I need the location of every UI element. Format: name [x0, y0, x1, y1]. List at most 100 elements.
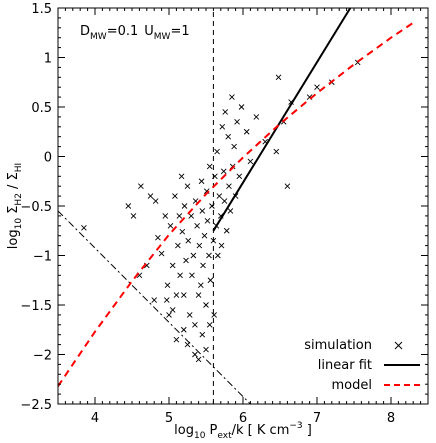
data-point — [206, 321, 213, 328]
data-point — [176, 213, 183, 219]
data-point — [173, 336, 180, 343]
data-point — [207, 277, 214, 284]
series-line-linear-fit — [212, 8, 352, 232]
annotation-u-sub: MW — [154, 32, 171, 42]
data-point — [180, 292, 187, 298]
data-point — [186, 312, 193, 318]
data-point — [284, 183, 291, 190]
data-point — [199, 208, 206, 214]
data-point — [216, 193, 223, 199]
data-point — [190, 252, 197, 259]
data-point — [185, 237, 192, 244]
data-point — [211, 312, 217, 318]
data-point — [220, 168, 227, 175]
data-point — [198, 178, 205, 185]
y-tick-label: 0 — [44, 151, 52, 166]
data-point — [200, 262, 206, 269]
data-point — [178, 173, 185, 180]
data-point — [152, 198, 159, 204]
data-point — [275, 74, 282, 81]
y-tick-label: −0.5 — [20, 200, 52, 215]
data-point — [210, 237, 217, 244]
y-tick-label: −2.5 — [20, 398, 52, 413]
y-tick-label: −1.5 — [20, 299, 52, 314]
data-point — [203, 302, 209, 308]
data-point — [196, 242, 203, 249]
y-tick-label: −1 — [33, 250, 52, 265]
data-point — [273, 148, 280, 155]
data-point — [195, 292, 202, 298]
data-point — [189, 272, 195, 279]
data-point — [172, 193, 178, 199]
data-point — [179, 228, 186, 235]
data-point — [192, 351, 198, 358]
legend-label-linear-fit: linear fit — [318, 358, 372, 373]
data-point — [198, 282, 204, 289]
data-point — [221, 198, 228, 204]
data-point — [231, 143, 237, 150]
data-point — [175, 242, 181, 249]
legend-label-simulation: simulation — [304, 338, 372, 353]
data-point — [169, 262, 176, 269]
y-tick-label: −2 — [33, 349, 52, 364]
data-point — [184, 341, 191, 348]
y-tick-label: 1.5 — [31, 2, 52, 17]
data-point — [206, 252, 212, 259]
x-tick-label: 4 — [91, 411, 99, 426]
data-point — [229, 94, 235, 100]
data-point — [201, 232, 208, 239]
y-axis-label: log10 ΣH2 / ΣHI — [6, 163, 24, 249]
data-point — [184, 183, 191, 190]
data-point — [214, 148, 220, 155]
data-point — [81, 224, 87, 231]
data-point — [167, 222, 174, 229]
y-tick-label: 1 — [44, 52, 52, 67]
data-point — [138, 183, 144, 190]
data-point — [199, 331, 206, 338]
legend-label-model: model — [332, 378, 372, 393]
x-tick-label: 6 — [239, 411, 247, 426]
data-point — [155, 234, 161, 241]
data-point — [164, 282, 171, 289]
data-point — [247, 158, 254, 165]
data-point — [204, 218, 211, 224]
data-point — [151, 297, 158, 303]
data-point — [169, 307, 176, 313]
x-tick-label: 5 — [165, 411, 173, 426]
data-point — [188, 213, 195, 219]
y-tick-label: 0.5 — [31, 101, 52, 116]
data-point — [162, 213, 169, 219]
data-point — [218, 242, 225, 249]
series-line-model — [58, 21, 414, 387]
data-point — [158, 250, 165, 257]
plot-frame — [57, 7, 429, 405]
data-point — [163, 297, 170, 303]
data-point — [192, 321, 198, 328]
data-point — [206, 163, 213, 170]
annotation-d: D — [80, 24, 90, 39]
data-point — [130, 213, 137, 219]
data-point — [227, 208, 234, 214]
data-point — [238, 104, 245, 110]
reference-line-dashdot — [58, 210, 251, 404]
legend: simulation linear fit model — [304, 338, 420, 393]
data-point — [234, 119, 240, 125]
annotation-d-sub: MW — [90, 32, 107, 42]
data-point — [125, 203, 132, 209]
x-tick-label: 8 — [387, 411, 395, 426]
data-point — [209, 203, 215, 209]
data-point — [236, 173, 243, 180]
data-point — [194, 222, 200, 229]
data-point — [173, 292, 180, 298]
data-point — [166, 312, 172, 318]
annotation-u-val: =1 — [170, 24, 189, 39]
data-point — [314, 84, 320, 91]
data-point — [219, 123, 226, 130]
data-point — [177, 272, 183, 279]
x-axis-label: log10 Pext/k [ K cm−3 ] — [174, 421, 312, 441]
data-point — [195, 356, 202, 363]
data-point — [223, 227, 230, 234]
x-tick-label: 7 — [313, 411, 321, 426]
annotation-u: U — [144, 24, 154, 39]
